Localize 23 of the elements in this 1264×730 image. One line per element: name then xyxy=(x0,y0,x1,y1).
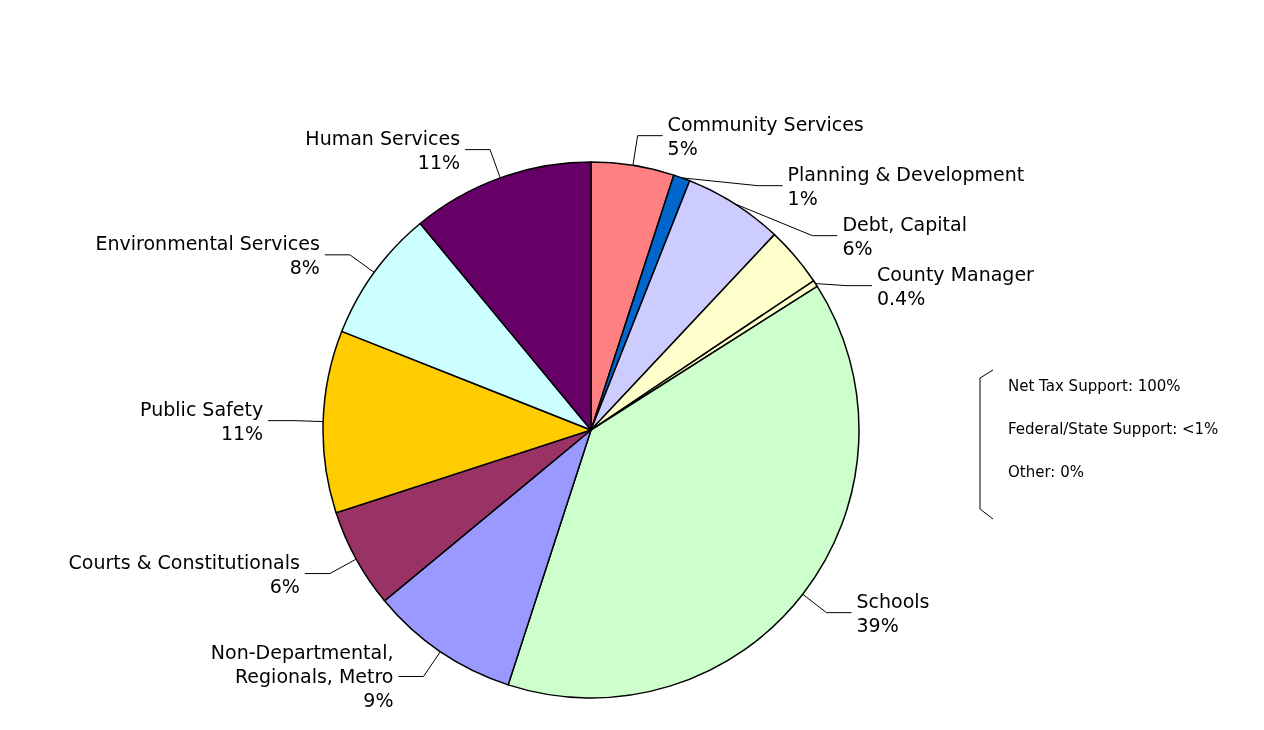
slice-label: Schools xyxy=(856,589,930,612)
text: Other: 0% xyxy=(1008,462,1084,481)
data-label: 5% xyxy=(667,136,698,159)
text: Net Tax Support: 100% xyxy=(1008,376,1181,395)
data-label: 6% xyxy=(842,236,873,259)
slice-label: Community Services xyxy=(667,112,864,135)
data-label: 6% xyxy=(269,574,300,597)
slice-label: County Manager xyxy=(876,262,1035,285)
data-label: 39% xyxy=(856,613,899,636)
slice-label: Public Safety xyxy=(140,397,264,420)
slice-label: Environmental Services xyxy=(95,231,320,254)
slice-label: Non-Departmental, Regionals, Metro xyxy=(210,641,394,688)
slice-label: Courts & Constitutionals xyxy=(68,550,300,573)
data-label: 11% xyxy=(417,150,461,173)
text: Federal/State Support: <1% xyxy=(1008,419,1219,438)
slice-label: Human Services xyxy=(305,126,461,149)
slice-label: Debt, Capital xyxy=(842,212,967,235)
data-label: 11% xyxy=(220,421,264,444)
data-label: 1% xyxy=(787,186,818,209)
slice-label: Planning & Development xyxy=(787,162,1025,185)
data-label: 0.4% xyxy=(876,286,926,309)
data-label: 9% xyxy=(363,689,394,712)
data-label: 8% xyxy=(289,255,320,278)
